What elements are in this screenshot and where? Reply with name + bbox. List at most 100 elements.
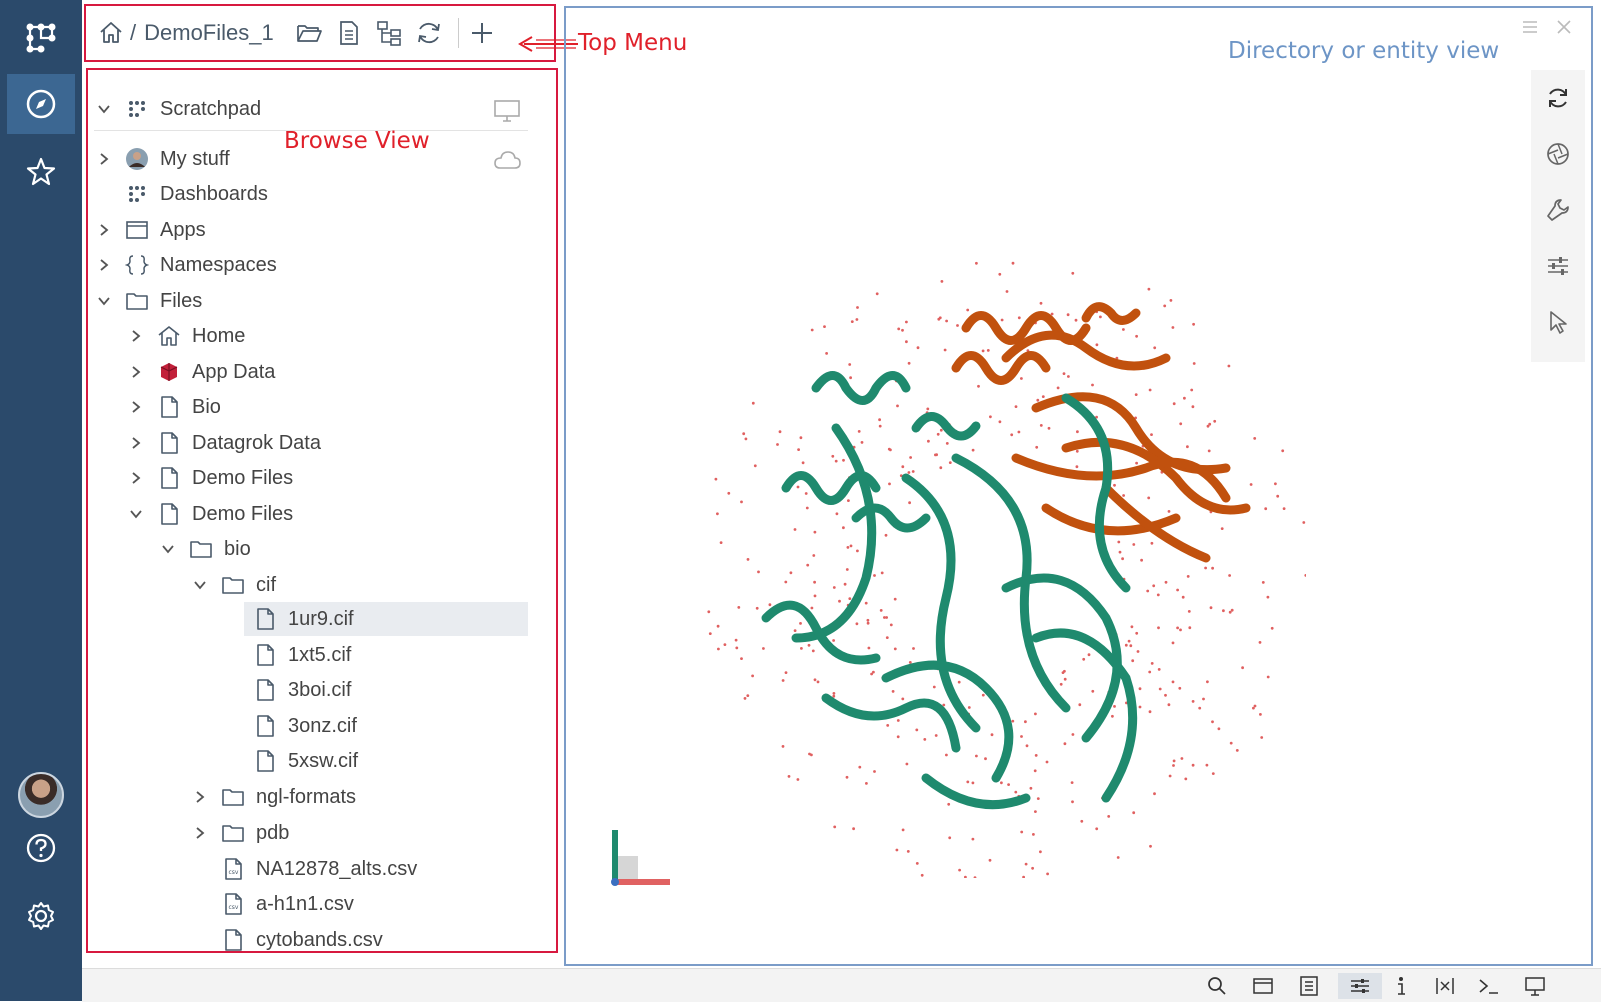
open-folder-icon[interactable] bbox=[294, 18, 324, 48]
pointer-icon[interactable] bbox=[1531, 294, 1585, 350]
favorites-star-icon[interactable] bbox=[7, 142, 75, 202]
sliders-icon[interactable] bbox=[1531, 238, 1585, 294]
chevron-down-icon[interactable] bbox=[158, 539, 178, 559]
chevron-right-icon[interactable] bbox=[94, 220, 114, 240]
water-dot bbox=[768, 603, 772, 607]
tree-item-pdb[interactable]: pdb bbox=[190, 816, 289, 850]
new-file-icon[interactable] bbox=[334, 18, 364, 48]
chevron-down-icon[interactable] bbox=[126, 504, 146, 524]
tree-item-demo-files-1[interactable]: Demo Files bbox=[126, 497, 293, 531]
presentation-icon[interactable] bbox=[1522, 973, 1548, 999]
hamburger-menu-icon[interactable] bbox=[1521, 18, 1539, 36]
settings-gear-icon[interactable] bbox=[7, 886, 75, 946]
window-icon[interactable] bbox=[1250, 973, 1276, 999]
tree-item-my-stuff[interactable]: My stuff bbox=[94, 142, 528, 176]
aperture-icon[interactable] bbox=[1531, 126, 1585, 182]
tree-item-file-1ur9[interactable]: 1ur9.cif bbox=[244, 602, 528, 636]
sync-icon[interactable] bbox=[1531, 70, 1585, 126]
tree-item-label: Home bbox=[192, 324, 246, 347]
water-dot bbox=[1039, 301, 1043, 305]
tree-item-cif-folder[interactable]: cif bbox=[190, 568, 276, 602]
tree-item-file-3onz[interactable]: 3onz.cif bbox=[244, 709, 357, 743]
tree-item-files[interactable]: Files bbox=[94, 284, 202, 318]
tree-item-csv-na12878[interactable]: csv NA12878_alts.csv bbox=[210, 852, 417, 886]
tree-item-scratchpad[interactable]: Scratchpad bbox=[94, 92, 528, 126]
tree-item-csv-a-h1n1[interactable]: csv a-h1n1.csv bbox=[210, 887, 354, 921]
tree-item-datagrok-data[interactable]: Datagrok Data bbox=[126, 426, 321, 460]
chevron-down-icon[interactable] bbox=[94, 291, 114, 311]
chevron-right-icon[interactable] bbox=[190, 823, 210, 843]
water-dot bbox=[1014, 405, 1018, 408]
add-icon[interactable] bbox=[467, 18, 497, 48]
chevron-right-icon[interactable] bbox=[190, 787, 210, 807]
chevron-right-icon[interactable] bbox=[126, 433, 146, 453]
water-dot bbox=[932, 685, 936, 689]
sliders-icon[interactable] bbox=[1338, 973, 1382, 999]
tree-item-dashboards[interactable]: Dashboards bbox=[94, 177, 268, 211]
tree-item-file-3boi[interactable]: 3boi.cif bbox=[244, 673, 351, 707]
water-dot bbox=[805, 506, 809, 510]
water-dot bbox=[1249, 483, 1253, 486]
chevron-right-icon[interactable] bbox=[126, 397, 146, 417]
tree-item-app-data[interactable]: App Data bbox=[126, 355, 275, 389]
folder-icon bbox=[220, 820, 246, 846]
water-dot bbox=[908, 661, 912, 664]
water-dot bbox=[860, 441, 864, 444]
water-dot bbox=[1253, 704, 1257, 708]
user-avatar[interactable] bbox=[18, 772, 64, 818]
water-dot bbox=[905, 762, 909, 766]
tree-item-apps[interactable]: Apps bbox=[94, 213, 206, 247]
cloud-icon[interactable] bbox=[492, 146, 522, 176]
water-dot bbox=[948, 461, 952, 464]
chevron-right-icon[interactable] bbox=[94, 255, 114, 275]
water-dot bbox=[957, 680, 961, 684]
tree-item-ngl-formats[interactable]: ngl-formats bbox=[190, 780, 356, 814]
search-icon[interactable] bbox=[1204, 973, 1230, 999]
water-dot bbox=[1158, 687, 1162, 691]
water-dot bbox=[1274, 482, 1277, 486]
breadcrumb-current[interactable]: DemoFiles_1 bbox=[144, 20, 274, 45]
water-dot bbox=[878, 424, 882, 428]
close-icon[interactable] bbox=[1555, 18, 1573, 36]
tree-view-icon[interactable] bbox=[374, 18, 404, 48]
chevron-down-icon[interactable] bbox=[190, 575, 210, 595]
tree-item-bio[interactable]: Bio bbox=[126, 390, 221, 424]
grid-dots-icon bbox=[124, 96, 150, 122]
water-dot bbox=[751, 401, 755, 405]
info-icon[interactable] bbox=[1388, 973, 1414, 999]
protein-structure-viewer[interactable] bbox=[706, 258, 1306, 878]
home-icon[interactable] bbox=[98, 20, 124, 46]
console-icon[interactable] bbox=[1476, 973, 1502, 999]
chevron-right-icon[interactable] bbox=[126, 468, 146, 488]
tree-item-file-5xsw[interactable]: 5xsw.cif bbox=[244, 744, 358, 778]
file-icon bbox=[252, 606, 278, 632]
datagrok-logo-icon[interactable] bbox=[7, 8, 75, 68]
water-dot bbox=[740, 500, 743, 504]
tree-item-namespaces[interactable]: Namespaces bbox=[94, 248, 277, 282]
tree-item-label: Files bbox=[160, 289, 203, 312]
browse-compass-icon[interactable] bbox=[7, 74, 75, 134]
tree-item-bio-folder[interactable]: bio bbox=[158, 532, 251, 566]
monitor-icon[interactable] bbox=[492, 96, 522, 126]
chevron-right-icon[interactable] bbox=[126, 362, 146, 382]
chevron-right-icon[interactable] bbox=[126, 326, 146, 346]
tree-item-file-1xt5[interactable]: 1xt5.cif bbox=[244, 638, 351, 672]
chevron-right-icon[interactable] bbox=[94, 149, 114, 169]
chevron-down-icon[interactable] bbox=[94, 99, 114, 119]
tree-item-label: Scratchpad bbox=[160, 97, 262, 120]
refresh-icon[interactable] bbox=[414, 18, 444, 48]
list-icon[interactable] bbox=[1296, 973, 1322, 999]
water-dot bbox=[717, 647, 720, 651]
water-dot bbox=[1117, 540, 1121, 544]
water-dot bbox=[1229, 741, 1233, 745]
tree-item-label: ngl-formats bbox=[256, 785, 357, 808]
tree-item-csv-cytobands[interactable]: cytobands.csv bbox=[210, 923, 383, 951]
water-dot bbox=[1157, 668, 1161, 671]
variables-icon[interactable] bbox=[1432, 973, 1458, 999]
tree-item-home[interactable]: Home bbox=[126, 319, 245, 353]
help-icon[interactable] bbox=[7, 818, 75, 878]
wrench-icon[interactable] bbox=[1531, 182, 1585, 238]
tree-item-demo-files[interactable]: Demo Files bbox=[126, 461, 293, 495]
water-dot bbox=[1147, 496, 1151, 500]
water-dot bbox=[1270, 626, 1274, 630]
